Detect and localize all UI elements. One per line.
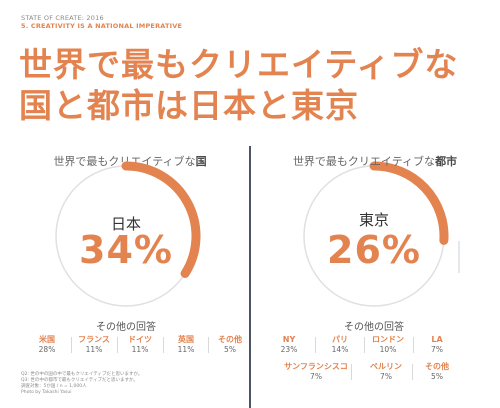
city-other-name: パリ bbox=[332, 335, 348, 344]
city-other-item: サンフランシスコ 7% bbox=[276, 362, 356, 382]
country-other-name: フランス bbox=[78, 335, 110, 344]
city-other-value: 14% bbox=[331, 345, 349, 354]
city-other-title: その他の回答 bbox=[344, 322, 404, 333]
headline-line2: 国と都市は日本と東京 bbox=[19, 86, 359, 125]
country-other-item: フランス 11% bbox=[54, 335, 134, 355]
city-other-value: 7% bbox=[380, 372, 392, 381]
city-other-item: ロンドン 10% bbox=[348, 335, 428, 355]
city-other-separator bbox=[364, 337, 365, 353]
country-other-separator bbox=[208, 337, 209, 353]
country-ring-arc bbox=[121, 161, 201, 279]
city-title-bold: 都市 bbox=[435, 155, 458, 168]
country-other-item: その他 5% bbox=[190, 335, 270, 355]
panel-divider bbox=[249, 146, 251, 408]
country-other-name: その他 bbox=[218, 335, 242, 344]
country-other-value: 11% bbox=[177, 345, 195, 354]
city-other-item: パリ 14% bbox=[300, 335, 380, 355]
city-other-value: 7% bbox=[431, 345, 443, 354]
city-ring-label: 東京 bbox=[358, 211, 389, 229]
headline: 世界で最もクリエイティブな 国と都市は日本と東京 bbox=[19, 44, 458, 126]
country-other-item: ドイツ 11% bbox=[100, 335, 180, 355]
city-percent: 26% bbox=[327, 228, 421, 272]
footnote-line3: 調査対象：5か国 / n = 1,000人 bbox=[21, 384, 87, 389]
city-ring-arc bbox=[369, 161, 449, 245]
country-other-item: 英国 11% bbox=[146, 335, 226, 355]
country-other-item: 米国 28% bbox=[7, 335, 87, 355]
country-other-value: 28% bbox=[38, 345, 56, 354]
footnote-line1: Q2: 世の中の国の中で最もクリエイティブだと思いますか。 bbox=[21, 372, 143, 377]
city-other-separator bbox=[351, 364, 352, 380]
country-other-value: 11% bbox=[85, 345, 103, 354]
city-other-value: 10% bbox=[379, 345, 397, 354]
footnote-line4: Photo by Takashi Yasui bbox=[21, 390, 72, 395]
city-panel-title: 世界で最もクリエイティブな都市 bbox=[270, 153, 480, 169]
city-other-item: NY 23% bbox=[249, 335, 329, 355]
country-other-separator bbox=[70, 337, 72, 353]
country-other-name: 英国 bbox=[178, 335, 194, 344]
city-other-name: ベルリン bbox=[370, 362, 402, 371]
city-other-item: ベルリン 7% bbox=[346, 362, 426, 382]
city-other-value: 7% bbox=[310, 372, 322, 381]
country-other-value: 11% bbox=[131, 345, 149, 354]
footnote: Q2: 世の中の国の中で最もクリエイティブだと思いますか。 Q3: 世の中の都市… bbox=[21, 372, 142, 396]
city-other-name: その他 bbox=[425, 362, 449, 371]
city-other-name: LA bbox=[431, 335, 443, 344]
city-other-separator bbox=[314, 337, 316, 353]
city-other-separator bbox=[412, 337, 414, 353]
country-panel-title: 世界で最もクリエイティブな国 bbox=[30, 153, 230, 169]
city-other-separator bbox=[411, 364, 413, 380]
country-other-name: 米国 bbox=[39, 335, 55, 344]
city-title-prefix: 世界で最もクリエイティブな bbox=[292, 155, 436, 168]
country-other-name: ドイツ bbox=[128, 335, 152, 344]
city-other-name: サンフランシスコ bbox=[284, 362, 348, 371]
country-percent: 34% bbox=[79, 228, 173, 272]
headline-line1: 世界で最もクリエイティブな bbox=[19, 45, 459, 84]
country-title-bold: 国 bbox=[195, 155, 207, 168]
city-other-value: 5% bbox=[431, 372, 443, 381]
footnote-line2: Q3: 世の中の都市で最もクリエイティブだと思いますか。 bbox=[21, 378, 138, 383]
city-other-item: LA 7% bbox=[397, 335, 477, 355]
country-other-separator bbox=[117, 337, 118, 353]
edge-marker bbox=[458, 241, 460, 273]
section-title: 5. CREATIVITY IS A NATIONAL IMPERATIVE bbox=[21, 22, 183, 30]
city-other-name: NY bbox=[282, 335, 296, 344]
report-kicker: STATE OF CREATE: 2016 5. CREATIVITY IS A… bbox=[21, 14, 182, 30]
city-other-name: ロンドン bbox=[372, 335, 404, 344]
country-ring-label: 日本 bbox=[110, 215, 141, 233]
country-other-title: その他の回答 bbox=[96, 322, 156, 333]
country-other-value: 5% bbox=[224, 345, 236, 354]
city-other-value: 23% bbox=[280, 345, 298, 354]
report-name: STATE OF CREATE: 2016 bbox=[21, 14, 104, 22]
city-other-item: その他 5% bbox=[397, 362, 477, 382]
country-title-prefix: 世界で最もクリエイティブな bbox=[53, 155, 196, 168]
country-other-separator bbox=[163, 337, 164, 353]
